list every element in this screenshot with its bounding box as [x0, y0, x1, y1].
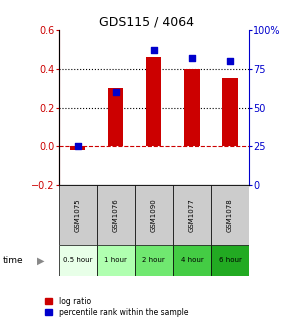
Bar: [97, 245, 135, 276]
Legend: log ratio, percentile rank within the sample: log ratio, percentile rank within the sa…: [45, 297, 188, 317]
Bar: [70, 146, 85, 151]
Bar: [211, 185, 249, 245]
Bar: [108, 88, 123, 146]
Bar: [184, 69, 200, 146]
Text: GDS115 / 4064: GDS115 / 4064: [99, 15, 194, 28]
Text: ▶: ▶: [37, 255, 45, 265]
Point: [151, 48, 156, 53]
Text: GSM1078: GSM1078: [227, 198, 233, 232]
Bar: [146, 57, 161, 146]
Text: 2 hour: 2 hour: [142, 257, 165, 263]
Bar: [135, 245, 173, 276]
Bar: [173, 245, 211, 276]
Text: GSM1090: GSM1090: [151, 198, 157, 232]
Text: 1 hour: 1 hour: [104, 257, 127, 263]
Text: 4 hour: 4 hour: [180, 257, 203, 263]
Text: GSM1076: GSM1076: [113, 198, 119, 232]
Bar: [97, 185, 135, 245]
Point: [190, 55, 194, 61]
Text: time: time: [3, 256, 23, 265]
Text: GSM1075: GSM1075: [75, 198, 81, 232]
Bar: [59, 245, 97, 276]
Bar: [135, 185, 173, 245]
Bar: [173, 185, 211, 245]
Point: [228, 58, 232, 64]
Text: GSM1077: GSM1077: [189, 198, 195, 232]
Text: 6 hour: 6 hour: [219, 257, 241, 263]
Point: [75, 143, 80, 149]
Text: 0.5 hour: 0.5 hour: [63, 257, 92, 263]
Bar: [211, 245, 249, 276]
Bar: [222, 78, 238, 146]
Point: [113, 89, 118, 95]
Bar: [59, 185, 97, 245]
